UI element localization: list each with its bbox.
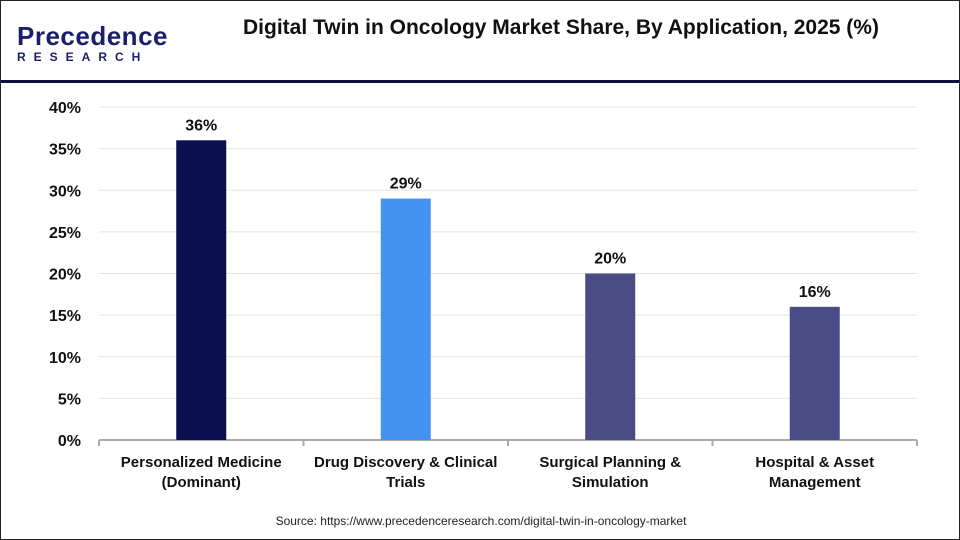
y-tick-label: 25%: [49, 225, 81, 242]
header-divider: [1, 80, 959, 83]
y-tick-label: 30%: [49, 183, 81, 200]
x-tick-label: Hospital & Asset: [755, 454, 874, 471]
y-tick-label: 35%: [49, 142, 81, 159]
source-note: Source: https://www.precedenceresearch.c…: [275, 514, 687, 528]
x-tick-label: Drug Discovery & Clinical: [314, 454, 497, 471]
y-tick-label: 40%: [49, 100, 81, 117]
logo-subtext: RESEARCH: [17, 50, 149, 64]
x-tick-label: Surgical Planning &: [539, 454, 681, 471]
y-tick-label: 15%: [49, 308, 81, 325]
data-label: 16%: [799, 284, 831, 301]
bar: [585, 273, 636, 440]
chart-title: Digital Twin in Oncology Market Share, B…: [243, 16, 879, 39]
x-tick-label: (Dominant): [162, 474, 241, 491]
y-tick-label: 5%: [58, 391, 81, 408]
bar: [789, 306, 840, 440]
y-tick-label: 0%: [58, 433, 81, 450]
bar: [380, 198, 431, 440]
bar: [176, 140, 227, 441]
data-label: 29%: [390, 176, 422, 193]
logo: Precedence RESEARCH: [17, 23, 168, 64]
x-tick-label: Simulation: [572, 474, 649, 491]
data-label: 20%: [594, 251, 626, 268]
logo-text: Precedence: [17, 21, 168, 51]
x-tick-label: Personalized Medicine: [121, 454, 282, 471]
y-tick-label: 10%: [49, 350, 81, 367]
x-tick-label: Management: [769, 474, 861, 491]
y-tick-label: 20%: [49, 267, 81, 284]
data-label: 36%: [185, 117, 217, 134]
x-tick-label: Trials: [386, 474, 425, 491]
